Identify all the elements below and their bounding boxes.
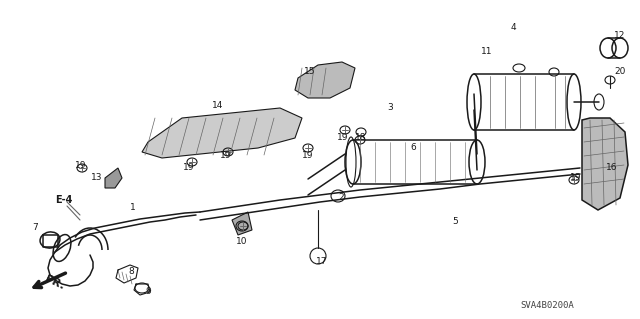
Text: 12: 12 [614, 32, 625, 41]
Text: 19: 19 [75, 160, 86, 169]
Text: 19: 19 [337, 133, 348, 143]
Text: 11: 11 [481, 48, 493, 56]
Text: SVA4B0200A: SVA4B0200A [520, 301, 573, 310]
Text: 10: 10 [236, 238, 248, 247]
Text: 6: 6 [410, 144, 416, 152]
Text: 19: 19 [220, 151, 232, 160]
Text: 19: 19 [302, 151, 314, 160]
Polygon shape [582, 118, 628, 210]
Text: 14: 14 [212, 100, 224, 109]
Text: 2: 2 [338, 194, 344, 203]
Text: 20: 20 [614, 68, 625, 77]
Text: 3: 3 [387, 103, 393, 113]
Text: 19: 19 [183, 164, 195, 173]
Text: 5: 5 [452, 218, 458, 226]
Text: 1: 1 [130, 204, 136, 212]
Polygon shape [232, 212, 252, 235]
Text: 7: 7 [32, 224, 38, 233]
Polygon shape [105, 168, 122, 188]
Text: 16: 16 [606, 164, 618, 173]
Text: E-4: E-4 [55, 195, 72, 205]
Text: 13: 13 [90, 174, 102, 182]
Text: 15: 15 [304, 68, 316, 77]
Text: 4: 4 [511, 24, 516, 33]
Text: 18: 18 [355, 133, 367, 143]
Text: 8: 8 [128, 268, 134, 277]
Polygon shape [142, 108, 302, 158]
Text: 9: 9 [145, 286, 151, 295]
Polygon shape [295, 62, 355, 98]
Text: FR.: FR. [44, 274, 67, 292]
Text: 17: 17 [316, 257, 328, 266]
Text: 19: 19 [570, 174, 582, 182]
